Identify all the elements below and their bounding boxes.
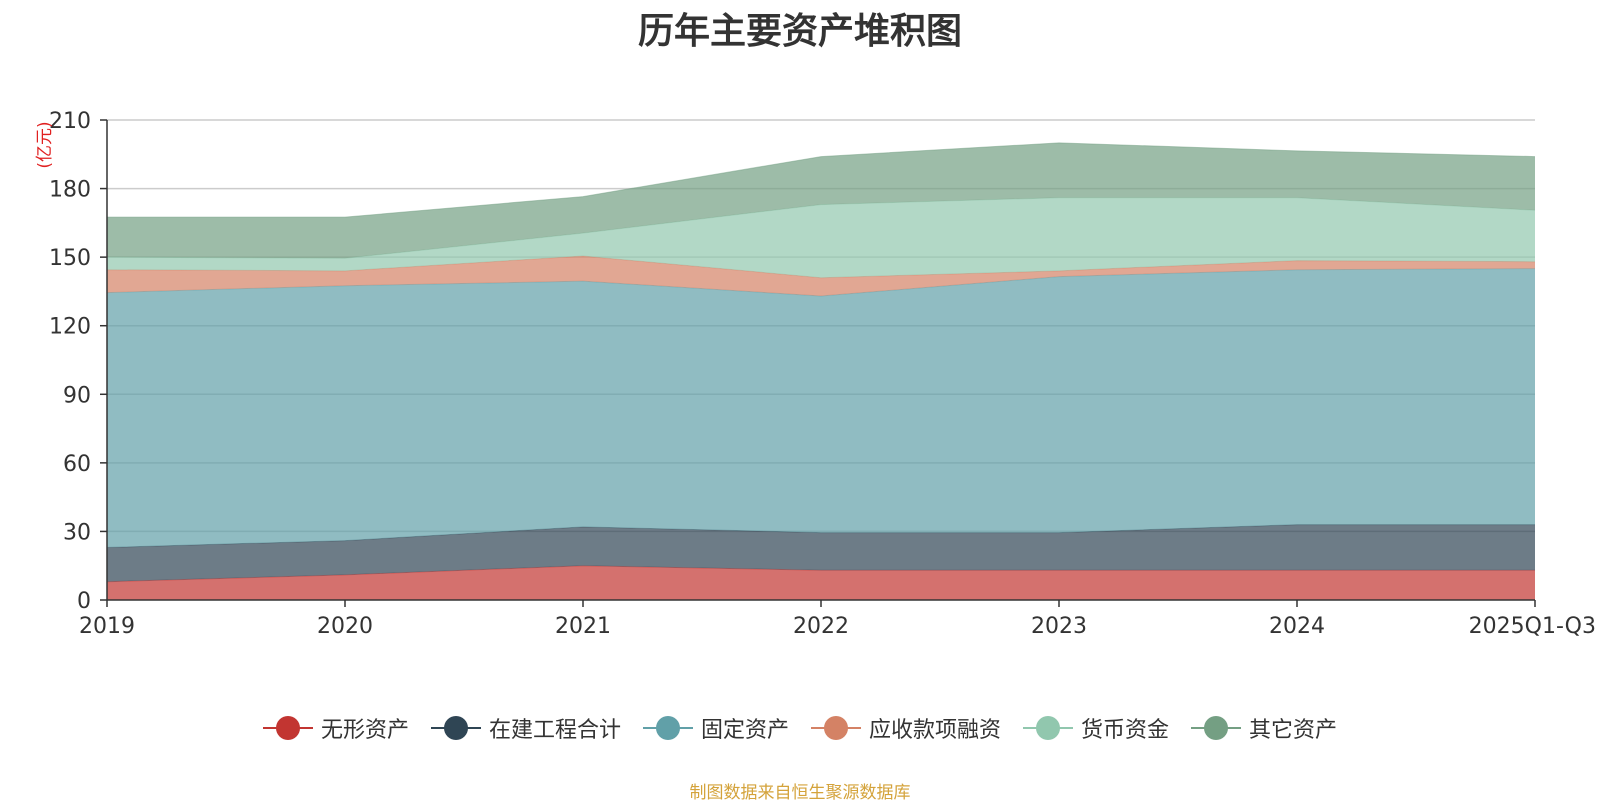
legend-marker-icon: [430, 714, 481, 742]
legend-label: 货币资金: [1081, 718, 1170, 743]
source-note: 制图数据来自恒生聚源数据库: [689, 783, 911, 803]
chart-title: 历年主要资产堆积图: [637, 11, 962, 52]
x-tick-label: 2023: [1031, 614, 1087, 639]
legend-marker-icon: [1023, 714, 1074, 742]
y-tick-label: 210: [49, 109, 91, 134]
y-axis-unit-label: (亿元): [35, 121, 55, 168]
y-tick-label: 30: [63, 520, 91, 545]
area-无形资产: [107, 565, 1535, 600]
x-tick-label: 2025Q1-Q3: [1469, 614, 1596, 639]
legend-label: 固定资产: [700, 718, 789, 743]
y-tick-label: 150: [49, 246, 91, 271]
area-edge-其它资产: [107, 142, 1536, 218]
x-tick-label: 2019: [79, 614, 135, 639]
y-tick-label: 0: [77, 589, 91, 614]
y-tick-label: 90: [63, 383, 91, 408]
x-tick-label: 2021: [555, 614, 611, 639]
legend-item[interactable]: 无形资产: [262, 712, 409, 744]
legend-item[interactable]: 其它资产: [1191, 712, 1337, 744]
area-在建工程合计: [107, 524, 1535, 582]
legend-marker-icon: [811, 714, 861, 742]
legend-item[interactable]: 货币资金: [1023, 712, 1169, 744]
y-tick-label: 120: [49, 315, 91, 340]
area-其它资产: [107, 142, 1535, 259]
y-tick-label: 180: [49, 178, 91, 203]
x-tick-label: 2020: [317, 614, 373, 639]
legend-label: 应收款项融资: [869, 718, 1002, 743]
x-tick-label: 2024: [1269, 614, 1325, 639]
legend-marker-icon: [262, 714, 313, 742]
legend: 无形资产 在建工程合计 固定资产 应收款项融资 货币资金 其它资产: [0, 712, 1600, 744]
legend-item[interactable]: 在建工程合计: [430, 712, 621, 744]
x-tick-label: 2022: [793, 614, 849, 639]
legend-marker-icon: [642, 714, 693, 742]
axes: 0 30 60 90 120 150 180 210 2019 2020 2021 2022 2023 2…: [49, 109, 1596, 639]
legend-item[interactable]: 应收款项融资: [811, 712, 1001, 744]
area-固定资产: [107, 268, 1535, 548]
legend-label: 在建工程合计: [488, 718, 621, 743]
area-货币资金: [107, 197, 1535, 278]
legend-label: 其它资产: [1249, 718, 1338, 743]
legend-item[interactable]: 固定资产: [642, 712, 789, 744]
y-tick-label: 60: [63, 452, 91, 477]
legend-label: 无形资产: [320, 718, 409, 743]
legend-marker-icon: [1191, 714, 1242, 742]
area-series-layer: [106, 142, 1536, 600]
